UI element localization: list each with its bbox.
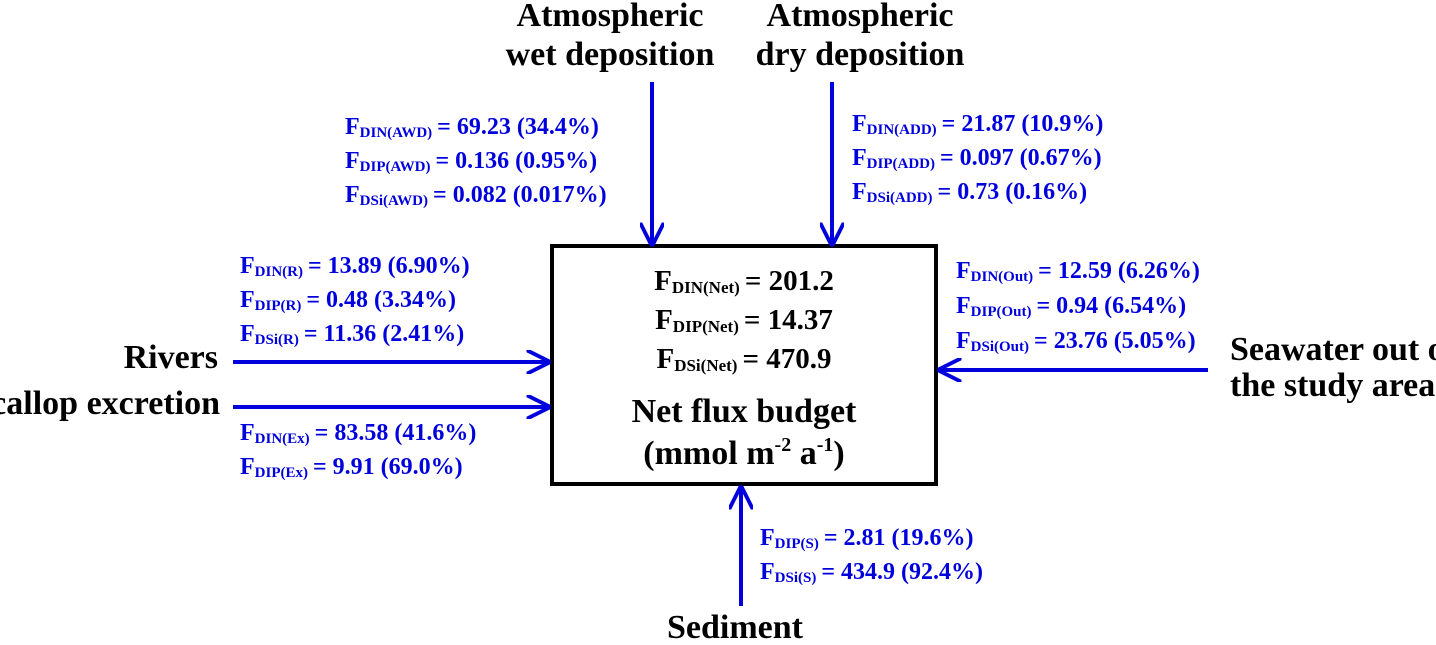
flux-value: = 0.136 (0.95%): [436, 148, 598, 174]
flux-symbol: F: [956, 293, 971, 319]
flux-subscript: DSi(S): [775, 570, 817, 586]
source-label: dry deposition: [756, 36, 965, 73]
flux-subscript: DIN(Net): [672, 278, 740, 297]
flux-symbol: F: [345, 182, 360, 208]
unit-superscript: -1: [817, 434, 834, 456]
box-title: Net flux budget: [632, 393, 857, 430]
flux-label: FDIP(S) = 2.81 (19.6%): [760, 525, 974, 553]
flux-subscript: DIP(R): [255, 298, 302, 314]
flux-symbol: F: [240, 253, 255, 279]
flux-subscript: DIP(AWD): [360, 159, 431, 175]
flux-value: = 21.87 (10.9%): [942, 111, 1104, 137]
flux-subscript: DSi(ADD): [867, 190, 933, 206]
source-label: the study area: [1230, 367, 1435, 404]
flux-label: FDIP(AWD) = 0.136 (0.95%): [345, 148, 597, 176]
source-label: Sediment: [667, 609, 804, 645]
flux-value: = 470.9: [742, 343, 831, 375]
flux-subscript: DIN(R): [255, 264, 303, 280]
flux-label: FDSi(AWD) = 0.082 (0.017%): [345, 182, 607, 210]
flux-symbol: F: [956, 258, 971, 284]
unit-text: a: [791, 435, 817, 472]
flux-subscript: DSi(R): [255, 332, 299, 348]
source-label: Rivers: [124, 339, 218, 376]
unit-text: (mmol m: [643, 435, 774, 472]
source-label: Atmospheric: [517, 0, 704, 34]
flux-value: = 2.81 (19.6%): [824, 525, 974, 551]
flux-symbol: F: [240, 287, 255, 313]
source-label: Scallop excretion: [0, 385, 220, 422]
flux-value: = 11.36 (2.41%): [304, 321, 464, 347]
flux-label: FDIP(Out) = 0.94 (6.54%): [956, 293, 1186, 321]
flux-subscript: DSi(Net): [674, 356, 737, 375]
flux-symbol: F: [345, 148, 360, 174]
flux-subscript: DIN(Out): [971, 269, 1034, 285]
flux-subscript: DSi(Out): [971, 339, 1029, 355]
flux-label: FDSi(Net) = 470.9: [656, 343, 831, 375]
source-label: wet deposition: [506, 36, 715, 73]
flux-value: = 13.89 (6.90%): [308, 253, 470, 279]
flux-label: FDIP(ADD) = 0.097 (0.67%): [852, 145, 1102, 173]
flux-label: FDIN(AWD) = 69.23 (34.4%): [345, 114, 599, 142]
flux-subscript: DIP(Out): [971, 304, 1032, 320]
flux-value: = 0.94 (6.54%): [1037, 293, 1187, 319]
flux-symbol: F: [956, 328, 971, 354]
flux-value: = 0.73 (0.16%): [938, 179, 1088, 205]
flux-value: = 9.91 (69.0%): [313, 454, 463, 480]
flux-value: = 0.097 (0.67%): [940, 145, 1102, 171]
flux-value: = 14.37: [744, 304, 833, 336]
flux-label: FDSi(S) = 434.9 (92.4%): [760, 559, 983, 587]
flux-label: FDIN(R) = 13.89 (6.90%): [240, 253, 470, 281]
flux-symbol: F: [655, 304, 673, 336]
flux-value: = 83.58 (41.6%): [315, 420, 477, 446]
flux-symbol: F: [345, 114, 360, 140]
flux-symbol: F: [760, 559, 775, 585]
flux-label: FDIN(Net) = 201.2: [654, 265, 834, 297]
flux-label: FDIP(Ex) = 9.91 (69.0%): [240, 454, 463, 482]
flux-value: = 0.48 (3.34%): [306, 287, 456, 313]
flux-subscript: DIP(Ex): [255, 465, 308, 481]
flux-value: = 69.23 (34.4%): [437, 114, 599, 140]
flux-symbol: F: [852, 145, 867, 171]
flux-symbol: F: [852, 179, 867, 205]
flux-subscript: DIP(Net): [673, 317, 739, 336]
flux-label: FDIN(Ex) = 83.58 (41.6%): [240, 420, 476, 448]
flux-value: = 23.76 (5.05%): [1034, 328, 1196, 354]
flux-subscript: DIP(S): [775, 536, 819, 552]
flux-label: FDSi(Out) = 23.76 (5.05%): [956, 328, 1196, 356]
flux-label: FDIP(Net) = 14.37: [655, 304, 833, 336]
flux-symbol: F: [240, 321, 255, 347]
net-box: [550, 244, 938, 486]
flux-symbol: F: [654, 265, 672, 297]
flux-value: = 434.9 (92.4%): [821, 559, 983, 585]
source-label: Atmospheric: [767, 0, 954, 34]
unit-superscript: -2: [775, 434, 792, 456]
flux-label: FDIN(Out) = 12.59 (6.26%): [956, 258, 1200, 286]
flux-symbol: F: [240, 420, 255, 446]
flux-subscript: DIP(ADD): [867, 156, 935, 172]
flux-subscript: DIN(Ex): [255, 431, 310, 447]
flux-subscript: DIN(AWD): [360, 125, 433, 141]
unit-text: ): [833, 435, 844, 472]
flux-symbol: F: [656, 343, 674, 375]
flux-symbol: F: [760, 525, 775, 551]
flux-value: = 201.2: [745, 265, 834, 297]
flux-subscript: DIN(ADD): [867, 122, 937, 138]
flux-subscript: DSi(AWD): [360, 193, 428, 209]
flux-label: FDSi(R) = 11.36 (2.41%): [240, 321, 464, 349]
flux-symbol: F: [240, 454, 255, 480]
flux-label: FDSi(ADD) = 0.73 (0.16%): [852, 179, 1087, 207]
flux-value: = 12.59 (6.26%): [1038, 258, 1200, 284]
flux-value: = 0.082 (0.017%): [433, 182, 607, 208]
flux-label: FDIN(ADD) = 21.87 (10.9%): [852, 111, 1103, 139]
flux-symbol: F: [852, 111, 867, 137]
flux-label: FDIP(R) = 0.48 (3.34%): [240, 287, 456, 315]
box-unit: (mmol m-2 a-1): [643, 434, 844, 472]
source-label: Seawater out of: [1230, 331, 1436, 368]
